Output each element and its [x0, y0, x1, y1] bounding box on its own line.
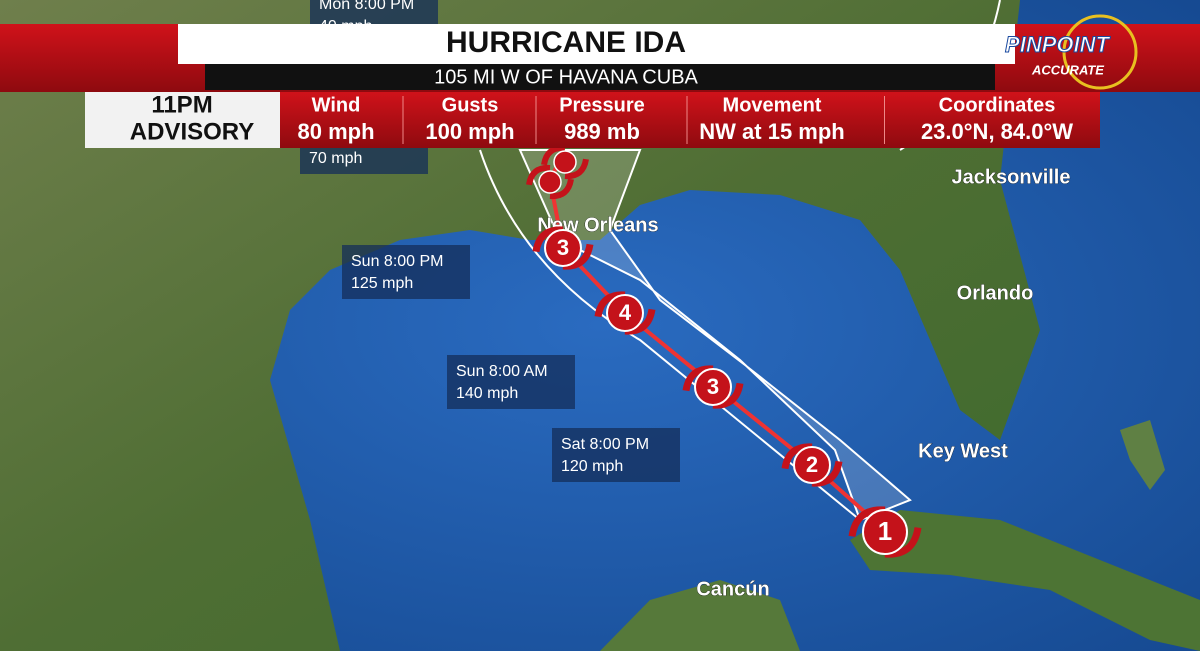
- forecast-box: [342, 245, 470, 299]
- title-bar: [178, 24, 1015, 64]
- forecast-box: [552, 428, 680, 482]
- yucatan: [600, 580, 800, 651]
- stats-bar: [280, 92, 1100, 148]
- subtitle-bar: [205, 64, 995, 90]
- stat-label: Gusts: [442, 94, 499, 116]
- forecast-time: Mon 8:00 PM: [319, 0, 414, 13]
- stat-label: Coordinates: [939, 94, 1056, 116]
- storm-icon: [606, 294, 644, 332]
- storm-category: 2: [806, 452, 818, 477]
- forecast-wind: 125 mph: [351, 275, 413, 292]
- storm-category: 4: [619, 300, 632, 325]
- cone: [518, 149, 912, 522]
- logo-ring: [1062, 14, 1138, 90]
- forecast-wind: 70 mph: [309, 150, 362, 167]
- stat-value: 23.0°N, 84.0°W: [921, 119, 1073, 144]
- storm-icon: [538, 170, 562, 194]
- storm-icon: [694, 368, 732, 406]
- advisory-box: [85, 92, 280, 148]
- logo-tag: ACCURATE: [1031, 62, 1104, 77]
- forecast-wind: 120 mph: [561, 458, 623, 475]
- city-label: Cancún: [696, 578, 769, 600]
- city-label: Orlando: [957, 282, 1034, 304]
- storm-icon: [553, 150, 577, 174]
- storm-category: 3: [557, 235, 569, 260]
- advisory-time: 11PM: [151, 91, 212, 118]
- stat-value: 989 mb: [564, 119, 640, 144]
- title: HURRICANE IDA: [446, 26, 686, 59]
- cuba: [850, 510, 1200, 651]
- storm-swirl: [526, 164, 574, 200]
- forecast-time: Sun 8:00 AM: [456, 363, 548, 380]
- storm-category: 1: [878, 516, 892, 546]
- storm-icon: [793, 446, 831, 484]
- forecast-box: [447, 355, 575, 409]
- stat-value: NW at 15 mph: [699, 119, 844, 144]
- bahamas: [1120, 420, 1165, 490]
- storm-icon: [862, 509, 908, 555]
- advisory-label: ADVISORY: [130, 118, 254, 145]
- forecast-wind: 140 mph: [456, 385, 518, 402]
- city-label: Jacksonville: [952, 166, 1071, 188]
- stat-label: Pressure: [559, 94, 645, 116]
- storm-category: 3: [707, 374, 719, 399]
- stat-label: Movement: [723, 94, 822, 116]
- stat-value: 80 mph: [297, 119, 374, 144]
- forecast-time: Sun 8:00 PM: [351, 253, 444, 270]
- stat-label: Wind: [312, 94, 361, 116]
- storm-icon: [544, 229, 582, 267]
- city-label: Key West: [918, 440, 1008, 462]
- logo-name: PINPOINT: [1005, 32, 1110, 57]
- stat-value: 100 mph: [425, 119, 514, 144]
- north-america: [0, 0, 1040, 651]
- forecast-time: Sat 8:00 PM: [561, 436, 649, 453]
- subtitle: 105 MI W OF HAVANA CUBA: [434, 66, 698, 88]
